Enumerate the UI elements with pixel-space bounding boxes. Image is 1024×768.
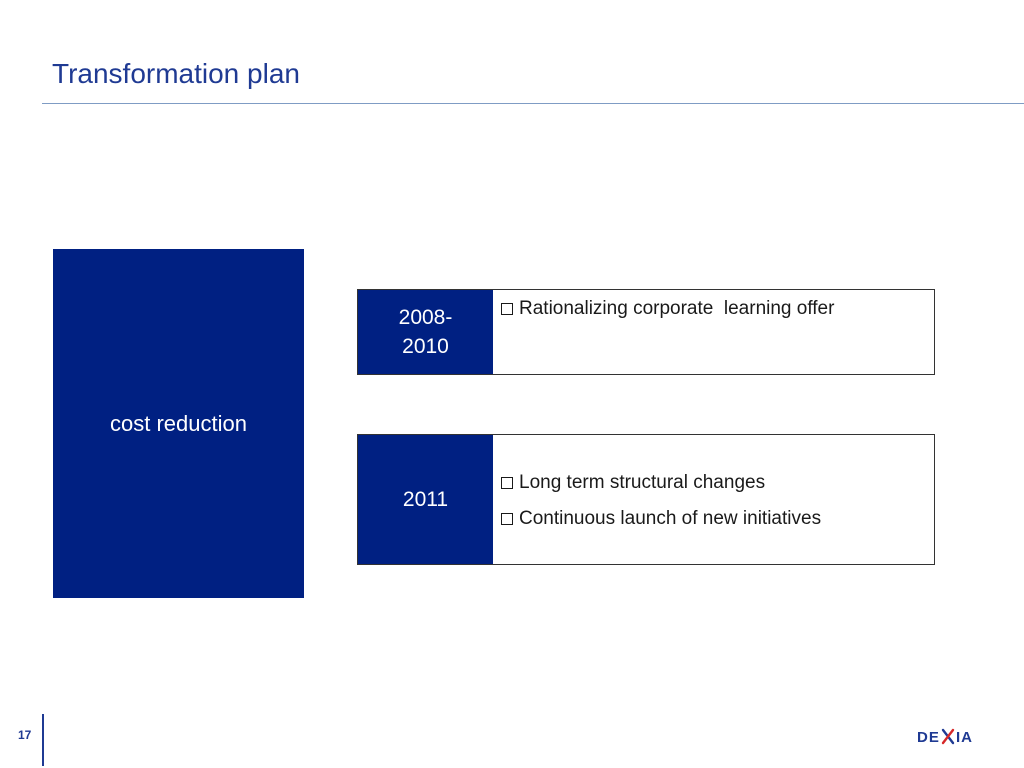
dexia-logo: DE IA [917, 727, 983, 747]
year-label: 2011 [402, 488, 449, 511]
cost-reduction-box: cost reduction [53, 249, 304, 598]
items-cell: Rationalizing corporate learning offer [493, 290, 934, 374]
timeline-row: 2008- 2010 Rationalizing corporate learn… [357, 289, 935, 375]
list-item: Rationalizing corporate learning offer [499, 298, 934, 320]
page-number: 17 [18, 728, 32, 742]
title-divider [42, 103, 1024, 104]
square-bullet-icon [501, 512, 513, 525]
list-item: Long term structural changes [499, 472, 934, 494]
items-cell: Long term structural changes Continuous … [493, 435, 934, 564]
year-cell: 2011 [358, 435, 493, 564]
list-item: Continuous launch of new initiatives [499, 508, 934, 530]
list-item-text: Long term structural changes [519, 471, 766, 493]
page-title: Transformation plan [52, 58, 300, 89]
year-label: 2008- 2010 [398, 306, 453, 358]
year-cell: 2008- 2010 [358, 290, 493, 374]
square-bullet-icon [501, 303, 513, 315]
cost-reduction-label: cost reduction [110, 410, 247, 436]
dexia-logo-mark: DE IA [917, 728, 973, 746]
list-item-text: Rationalizing corporate learning offer [519, 298, 835, 319]
list-item-text: Continuous launch of new initiatives [519, 507, 822, 529]
timeline-row: 2011 Long term structural changes Contin… [357, 434, 935, 565]
footer-divider [42, 714, 44, 766]
svg-text:DE: DE [917, 729, 940, 746]
square-bullet-icon [501, 476, 513, 489]
svg-text:IA: IA [956, 729, 973, 746]
